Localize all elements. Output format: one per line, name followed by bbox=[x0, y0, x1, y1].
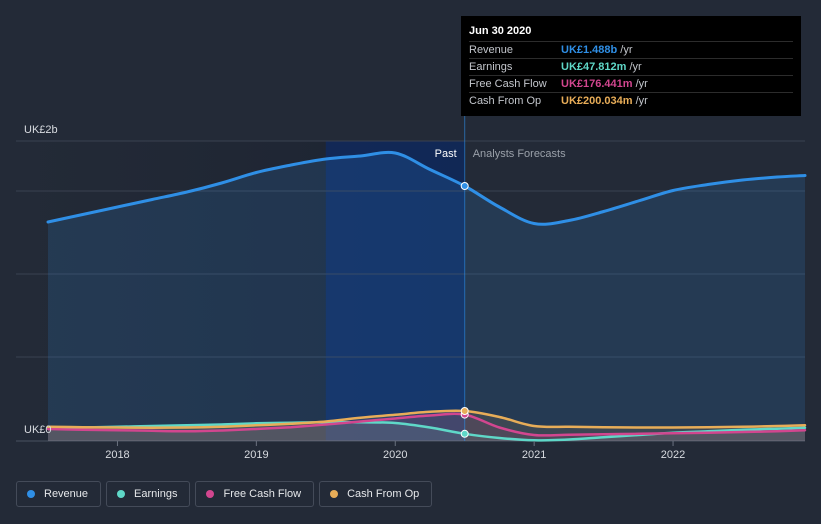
tooltip-row-revenue: Revenue UK£1.488b /yr bbox=[469, 41, 793, 58]
tooltip-label: Cash From Op bbox=[469, 95, 542, 107]
series-area-revenue bbox=[48, 152, 805, 442]
legend-free-cash-flow[interactable]: Free Cash Flow bbox=[195, 481, 315, 507]
tooltip-value: UK£47.812m bbox=[561, 61, 627, 73]
data-tooltip: Jun 30 2020 Revenue UK£1.488b /yr Earnin… bbox=[461, 16, 801, 116]
tooltip-row-earnings: Earnings UK£47.812m /yr bbox=[469, 58, 793, 75]
tooltip-unit: /yr bbox=[635, 95, 648, 107]
tooltip-value: UK£200.034m bbox=[561, 95, 633, 107]
series-line-cash-from-op bbox=[46, 409, 807, 430]
tooltip-label: Earnings bbox=[469, 61, 513, 73]
past-label: Past bbox=[435, 148, 457, 160]
x-tick-label: 2018 bbox=[105, 449, 129, 461]
tooltip-date: Jun 30 2020 bbox=[469, 25, 532, 37]
legend-revenue[interactable]: Revenue bbox=[16, 481, 102, 507]
legend-label: Free Cash Flow bbox=[223, 488, 302, 500]
tooltip-value: UK£1.488b bbox=[561, 44, 618, 56]
marker-earnings bbox=[460, 429, 469, 438]
series-line-free-cash-flow bbox=[46, 412, 807, 437]
marker-revenue bbox=[460, 182, 469, 190]
marker-cash-from-op bbox=[460, 407, 469, 415]
x-tick-label: 2020 bbox=[383, 449, 407, 461]
legend-dot-icon bbox=[206, 490, 215, 498]
y-tick-label: UK£2b bbox=[24, 124, 58, 136]
x-tick-label: 2021 bbox=[522, 449, 546, 461]
series-line-revenue bbox=[46, 150, 807, 226]
tooltip-row-free-cash-flow: Free Cash Flow UK£176.441m /yr bbox=[469, 75, 793, 92]
y-tick-label: UK£0 bbox=[24, 424, 52, 436]
legend-label: Earnings bbox=[134, 488, 178, 500]
legend-cash-from-op[interactable]: Cash From Op bbox=[319, 481, 433, 507]
legend-dot-icon bbox=[330, 490, 339, 498]
legend-label: Revenue bbox=[44, 488, 89, 500]
x-tick-label: 2019 bbox=[244, 449, 268, 461]
tooltip-label: Free Cash Flow bbox=[469, 78, 547, 90]
chart-legend: Revenue Earnings Free Cash Flow Cash Fro… bbox=[16, 481, 433, 507]
tooltip-unit: /yr bbox=[620, 44, 633, 56]
forecast-label: Analysts Forecasts bbox=[473, 148, 566, 160]
tooltip-unit: /yr bbox=[629, 61, 642, 73]
legend-earnings[interactable]: Earnings bbox=[106, 481, 191, 507]
legend-dot-icon bbox=[27, 490, 35, 498]
tooltip-value: UK£176.441m bbox=[561, 78, 633, 90]
legend-label: Cash From Op bbox=[347, 488, 420, 500]
legend-dot-icon bbox=[117, 490, 126, 498]
tooltip-unit: /yr bbox=[635, 78, 648, 90]
x-tick-label: 2022 bbox=[661, 449, 685, 461]
tooltip-label: Revenue bbox=[469, 44, 514, 56]
tooltip-row-cash-from-op: Cash From Op UK£200.034m /yr bbox=[469, 92, 793, 109]
